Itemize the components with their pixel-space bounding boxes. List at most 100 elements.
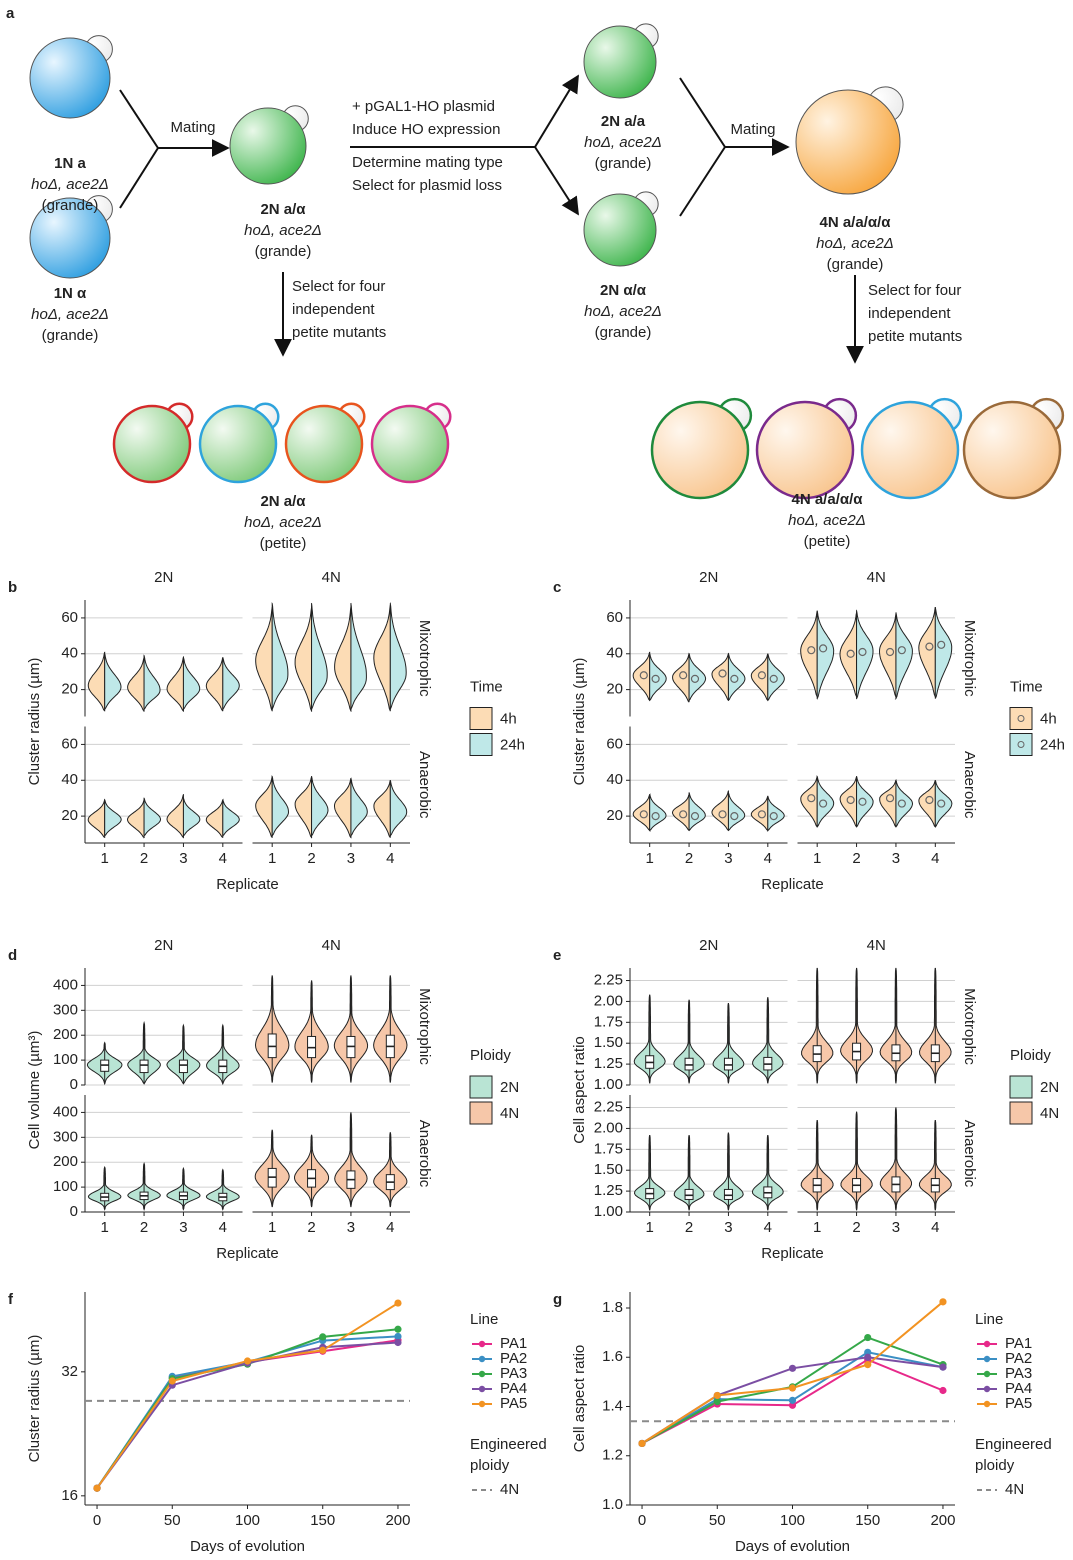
cell (198, 404, 278, 484)
legend-label: 4h (500, 710, 517, 727)
node-label: hoΔ, ace2Δ (244, 514, 322, 531)
mean-point (807, 794, 816, 803)
cell (795, 89, 901, 195)
arrow (119, 89, 159, 149)
mean-point (730, 674, 739, 683)
node-label: 1N a (54, 155, 86, 172)
x-tick-label: 3 (347, 1219, 355, 1236)
violin-half (255, 775, 273, 838)
y-axis-label: Cell aspect ratio (571, 1036, 588, 1144)
legend-dot (983, 1370, 991, 1378)
legend-dot (983, 1355, 991, 1363)
panel-label: c (553, 579, 561, 596)
y-tick-label: 1.4 (602, 1397, 623, 1414)
x-tick-label: 1 (101, 1219, 109, 1236)
y-tick-label: 40 (606, 771, 623, 788)
legend-title: Engineered (975, 1436, 1052, 1453)
y-tick-label: 60 (61, 735, 78, 752)
series-line (96, 1302, 399, 1489)
box (139, 1059, 149, 1074)
point (939, 1363, 947, 1371)
y-tick-label: 100 (53, 1051, 78, 1068)
legend-title: Time (1010, 678, 1043, 695)
point (788, 1384, 797, 1392)
y-tick-label: 60 (606, 735, 623, 752)
step-label: petite mutants (868, 328, 962, 345)
cell (962, 400, 1062, 500)
violin-half (711, 652, 729, 702)
node-label: (grande) (42, 197, 99, 214)
violin-half (334, 777, 352, 839)
violin-half (182, 655, 201, 711)
mean-point (937, 799, 946, 808)
x-tick-label: 4 (386, 850, 394, 867)
y-tick-label: 1.50 (594, 1161, 623, 1178)
violin-half (166, 794, 184, 839)
legend-label: PA1 (1005, 1335, 1032, 1352)
violin-half (205, 798, 224, 840)
y-tick-label: 1.6 (602, 1348, 623, 1365)
violin-half (649, 793, 667, 832)
node-label: (petite) (260, 535, 307, 552)
y-tick-label: 20 (61, 681, 78, 698)
legend-dot (478, 1355, 486, 1363)
x-tick-label: 4 (219, 850, 227, 867)
x-tick-label: 1 (646, 850, 654, 867)
y-tick-label: 60 (61, 609, 78, 626)
mean-point (937, 640, 946, 649)
violin-half (879, 779, 897, 828)
step-label: independent (868, 305, 951, 322)
point (713, 1397, 721, 1406)
mean-point (651, 674, 660, 683)
mean-point (730, 812, 739, 821)
cell (112, 404, 192, 484)
y-tick-label: 100 (53, 1178, 78, 1195)
x-tick-label: 2 (140, 1219, 148, 1236)
legend-title: ploidy (470, 1457, 510, 1474)
point (394, 1325, 402, 1333)
legend-key (469, 1075, 493, 1099)
cell (29, 197, 111, 279)
mean-point (639, 810, 648, 819)
y-tick-label: 0 (70, 1203, 78, 1220)
legend-label: PA5 (500, 1395, 527, 1412)
node-label: 4N a/a/α/α (820, 214, 892, 231)
violin-half (389, 602, 407, 710)
mean-point (757, 671, 767, 680)
x-tick-label: 50 (709, 1512, 726, 1529)
mean-point (846, 795, 855, 805)
y-tick-label: 300 (53, 1001, 78, 1018)
box (684, 1188, 694, 1200)
violin-half (127, 655, 145, 713)
violin-half (334, 606, 352, 713)
legend-title: ploidy (975, 1457, 1015, 1474)
facet-label: Anaerobic (416, 751, 433, 819)
legend-key (1009, 1101, 1033, 1125)
step-label: Induce HO expression (352, 121, 500, 138)
legend-title: Line (470, 1311, 498, 1328)
violin-half (350, 602, 367, 711)
series-line (96, 1328, 399, 1489)
point (638, 1439, 646, 1448)
y-tick-label: 400 (53, 1103, 78, 1120)
x-tick-label: 4 (386, 1219, 394, 1236)
mean-point (807, 646, 816, 655)
point (243, 1357, 252, 1365)
facet-label: 2N (154, 569, 173, 586)
point (319, 1333, 327, 1341)
violin-half (255, 606, 273, 712)
x-tick-label: 2 (852, 850, 860, 867)
violin-half (205, 657, 224, 714)
legend-label: 4N (1005, 1481, 1024, 1498)
legend-dot (478, 1370, 486, 1378)
violin-half (918, 780, 936, 828)
panel-label: a (6, 5, 15, 22)
x-tick-label: 4 (219, 1219, 227, 1236)
cell (583, 193, 657, 267)
x-tick-label: 0 (93, 1512, 101, 1529)
violin-half (934, 606, 953, 699)
violin-half (166, 655, 184, 713)
panel-label: e (553, 947, 561, 964)
x-tick-label: 3 (892, 1219, 900, 1236)
x-tick-label: 2 (307, 1219, 315, 1236)
